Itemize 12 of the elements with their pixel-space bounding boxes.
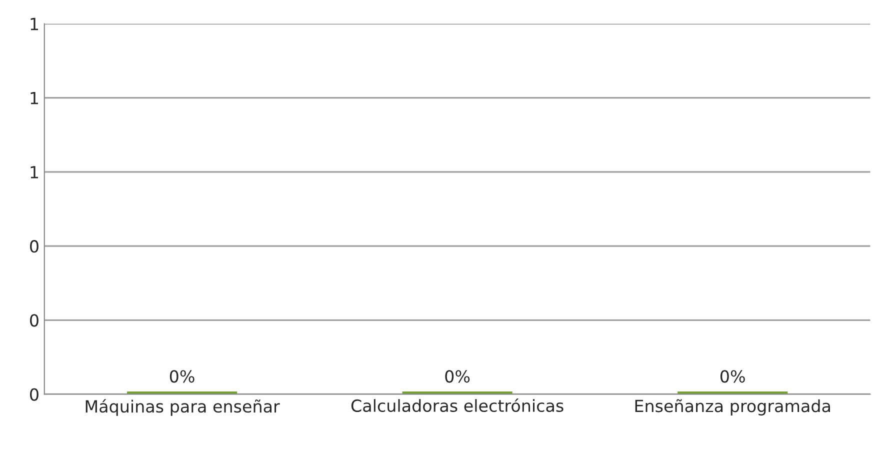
data-label: 0% [170, 370, 194, 383]
x-tick-label: Máquinas para enseñar [86, 399, 280, 416]
x-tick-label: Calculadoras electrónicas [351, 398, 564, 412]
y-tick-label: 0 [30, 240, 38, 253]
y-tick-label: 0 [30, 314, 38, 327]
data-label: 0% [720, 370, 745, 383]
y-tick-label: 0 [30, 388, 38, 401]
y-tick-label: 1 [30, 166, 38, 178]
x-tick-label: Enseñanza programada [635, 399, 830, 416]
y-tick-label: 1 [30, 18, 38, 30]
y-tick-label: 1 [30, 92, 38, 104]
data-label: 0% [445, 370, 470, 383]
